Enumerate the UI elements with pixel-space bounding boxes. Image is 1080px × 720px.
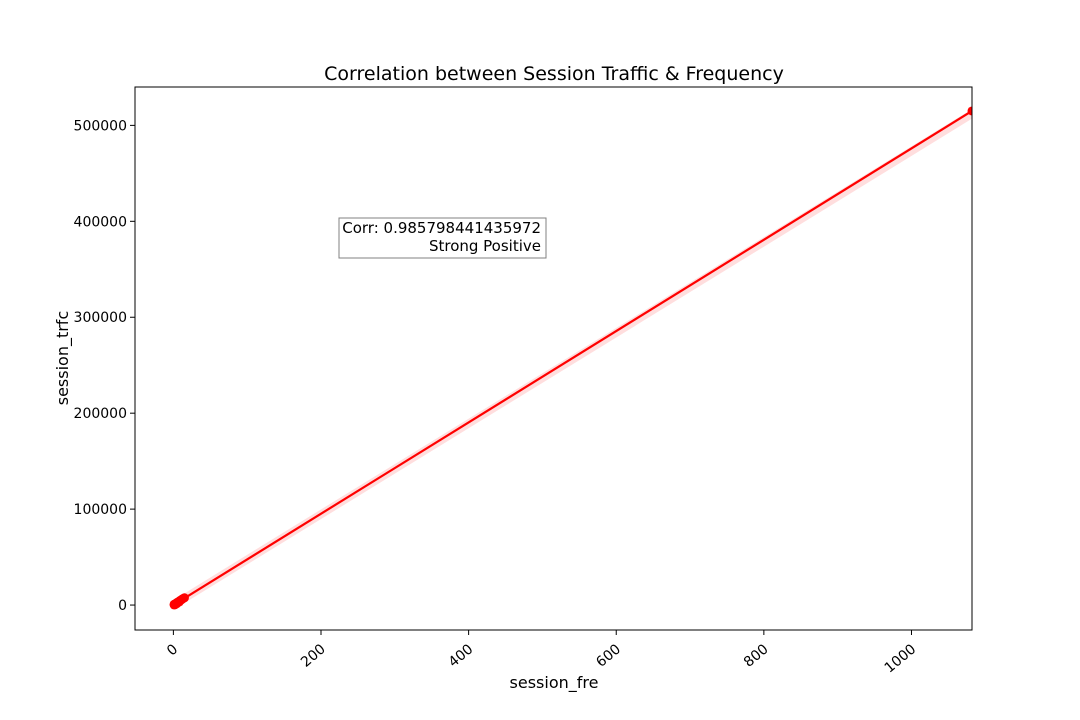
x-tick-label: 0 xyxy=(164,641,181,659)
correlation-annotation: Corr: 0.985798441435972 Strong Positive xyxy=(338,217,547,259)
x-tick-label: 200 xyxy=(298,641,329,670)
x-tick-label: 600 xyxy=(593,641,624,670)
regression-line xyxy=(172,110,972,606)
annotation-line-2: Strong Positive xyxy=(429,237,541,255)
y-tick-label: 500000 xyxy=(74,118,127,134)
data-point xyxy=(967,106,972,116)
y-axis-label: session_trfc xyxy=(53,311,73,406)
y-axis: 0 100000 200000 300000 400000 500000 xyxy=(74,118,135,614)
annotation-box xyxy=(338,217,547,259)
y-tick-label: 0 xyxy=(118,598,127,614)
x-tick-label: 400 xyxy=(446,641,477,670)
x-axis: 0 200 400 600 800 1000 xyxy=(164,630,919,676)
annotation-line-1: Corr: 0.985798441435972 xyxy=(342,219,541,237)
y-tick-label: 200000 xyxy=(74,406,127,422)
plot-frame xyxy=(134,86,973,631)
y-tick-label: 400000 xyxy=(74,214,127,230)
data-point xyxy=(172,598,182,608)
x-tick-label: 1000 xyxy=(882,641,920,676)
chart-title: Correlation between Session Traffic & Fr… xyxy=(324,63,784,85)
plot-area xyxy=(169,106,972,610)
y-tick-label: 300000 xyxy=(74,310,127,326)
y-tick-label: 100000 xyxy=(74,502,127,518)
x-axis-label: session_fre xyxy=(510,673,599,693)
x-tick-label: 800 xyxy=(741,641,772,670)
